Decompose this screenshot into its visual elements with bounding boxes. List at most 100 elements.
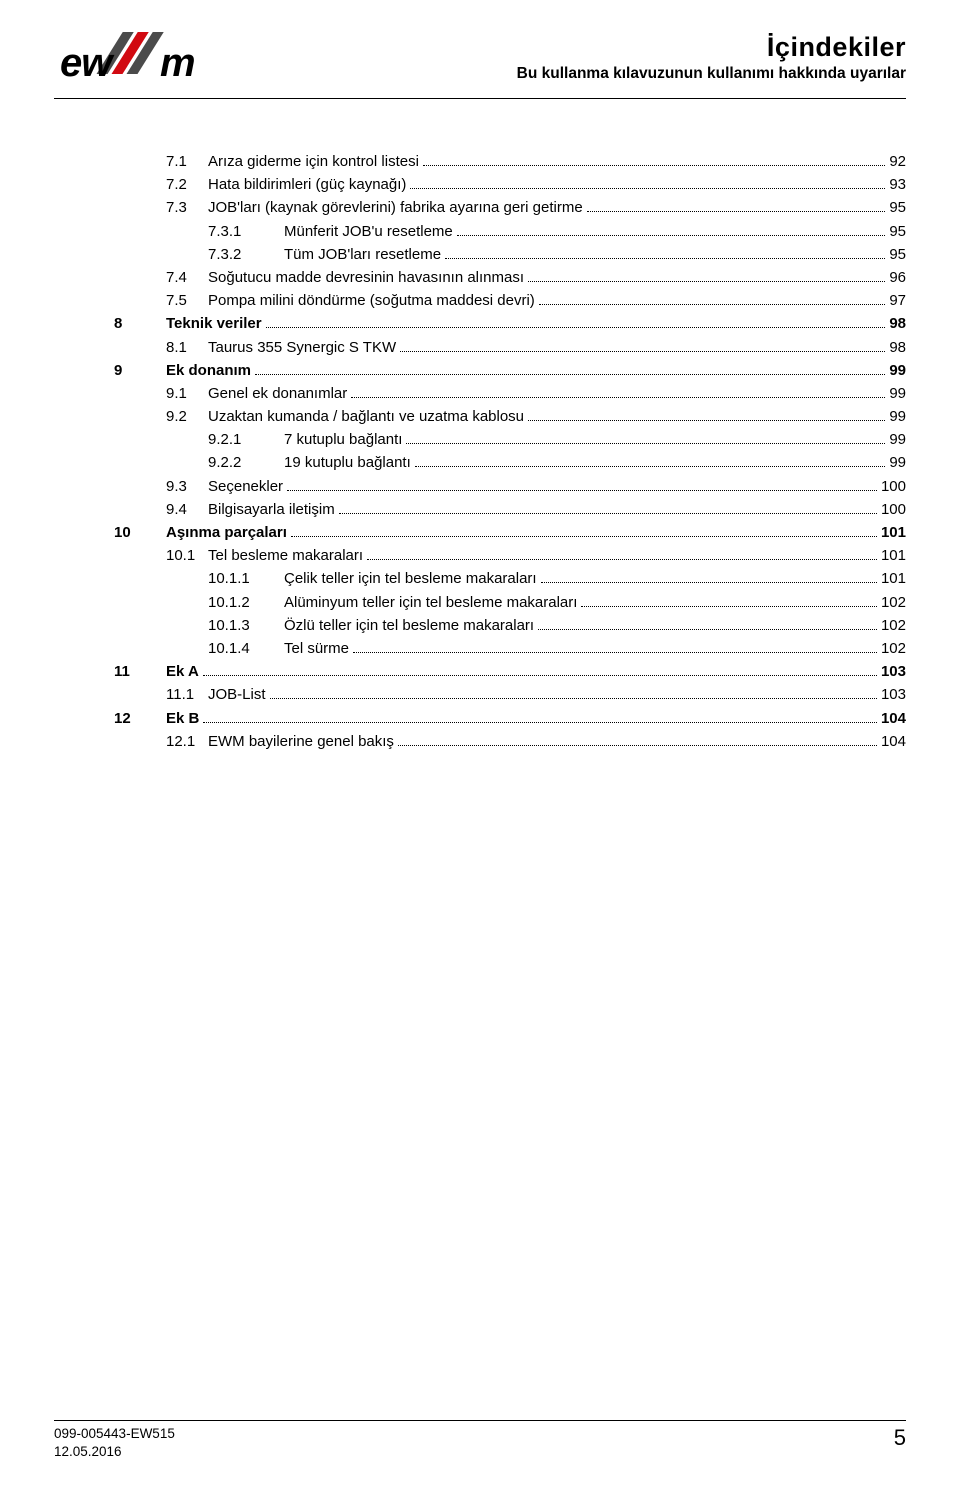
page-header: ew m İçindekiler Bu kullanma kılavuzunun…: [54, 32, 906, 106]
toc-leader-dots: [457, 225, 886, 236]
toc-leader-dots: [339, 503, 877, 514]
toc-leader-dots: [415, 457, 886, 468]
toc-page: 95: [889, 245, 906, 264]
toc-leader-dots: [587, 202, 886, 213]
toc-leader-dots: [287, 480, 877, 491]
toc-number: 7.1: [114, 152, 208, 171]
footer-left: 099-005443-EW515 12.05.2016: [54, 1425, 175, 1461]
toc-label: Özlü teller için tel besleme makaraları: [284, 616, 534, 635]
toc-row: 9.4Bilgisayarla iletişim 100: [114, 500, 906, 519]
footer-page-number: 5: [894, 1425, 906, 1451]
toc-label: Ek A: [166, 662, 199, 681]
toc-leader-dots: [541, 573, 877, 584]
toc-label: Seçenekler: [208, 477, 283, 496]
toc-number: 8.1: [114, 338, 208, 357]
toc-page: 96: [889, 268, 906, 287]
toc-page: 95: [889, 222, 906, 241]
toc-label: Bilgisayarla iletişim: [208, 500, 335, 519]
toc-page: 102: [881, 639, 906, 658]
toc-number: 7.3: [114, 198, 208, 217]
toc-leader-dots: [528, 271, 885, 282]
toc-row: 7.1Arıza giderme için kontrol listesi 92: [114, 152, 906, 171]
toc-number: 10.1.1: [114, 569, 284, 588]
toc-page: 92: [889, 152, 906, 171]
toc-number: 7.3.1: [114, 222, 284, 241]
toc-number: 10.1.3: [114, 616, 284, 635]
toc-page: 100: [881, 500, 906, 519]
toc-leader-dots: [351, 387, 885, 398]
toc-leader-dots: [539, 295, 886, 306]
toc-page: 93: [889, 175, 906, 194]
toc-row: 9.3Seçenekler 100: [114, 477, 906, 496]
toc-row: 7.3.2Tüm JOB'ları resetleme 95: [114, 245, 906, 264]
toc-row: 7.3.1Münferit JOB'u resetleme 95: [114, 222, 906, 241]
table-of-contents: 7.1Arıza giderme için kontrol listesi 92…: [114, 152, 906, 751]
toc-label: Soğutucu madde devresinin havasının alın…: [208, 268, 524, 287]
toc-label: Arıza giderme için kontrol listesi: [208, 152, 419, 171]
toc-row: 7.3JOB'ları (kaynak görevlerini) fabrika…: [114, 198, 906, 217]
toc-page: 104: [881, 709, 906, 728]
toc-number: 7.2: [114, 175, 208, 194]
toc-leader-dots: [406, 434, 885, 445]
toc-number: 11: [114, 662, 166, 681]
toc-leader-dots: [353, 642, 877, 653]
toc-page: 99: [889, 453, 906, 472]
toc-label: Uzaktan kumanda / bağlantı ve uzatma kab…: [208, 407, 524, 426]
toc-number: 10.1.2: [114, 593, 284, 612]
toc-row: 9.2.17 kutuplu bağlantı 99: [114, 430, 906, 449]
toc-label: Alüminyum teller için tel besleme makara…: [284, 593, 577, 612]
toc-label: Ek donanım: [166, 361, 251, 380]
toc-label: Aşınma parçaları: [166, 523, 287, 542]
toc-row: 8.1Taurus 355 Synergic S TKW 98: [114, 338, 906, 357]
toc-leader-dots: [538, 619, 877, 630]
toc-number: 10.1: [114, 546, 208, 565]
toc-row: 10.1.1Çelik teller için tel besleme maka…: [114, 569, 906, 588]
toc-number: 11.1: [114, 685, 208, 704]
toc-leader-dots: [203, 666, 877, 677]
toc-leader-dots: [423, 156, 885, 167]
toc-number: 7.3.2: [114, 245, 284, 264]
toc-label: JOB-List: [208, 685, 266, 704]
toc-row: 9Ek donanım 99: [114, 361, 906, 380]
toc-page: 99: [889, 361, 906, 380]
toc-number: 10: [114, 523, 166, 542]
toc-row: 7.4Soğutucu madde devresinin havasının a…: [114, 268, 906, 287]
header-rule: [54, 98, 906, 99]
toc-number: 7.5: [114, 291, 208, 310]
toc-number: 9.2.2: [114, 453, 284, 472]
toc-label: Hata bildirimleri (güç kaynağı): [208, 175, 406, 194]
toc-row: 11.1JOB-List 103: [114, 685, 906, 704]
toc-label: Pompa milini döndürme (soğutma maddesi d…: [208, 291, 535, 310]
toc-leader-dots: [266, 318, 886, 329]
toc-number: 9.1: [114, 384, 208, 403]
toc-row: 10.1.2Alüminyum teller için tel besleme …: [114, 593, 906, 612]
toc-leader-dots: [291, 527, 877, 538]
toc-leader-dots: [581, 596, 877, 607]
toc-page: 104: [881, 732, 906, 751]
toc-label: Tel sürme: [284, 639, 349, 658]
toc-number: 12: [114, 709, 166, 728]
page-footer: 099-005443-EW515 12.05.2016 5: [54, 1420, 906, 1461]
toc-row: 9.2Uzaktan kumanda / bağlantı ve uzatma …: [114, 407, 906, 426]
toc-label: Tel besleme makaraları: [208, 546, 363, 565]
toc-row: 10.1Tel besleme makaraları 101: [114, 546, 906, 565]
footer-date: 12.05.2016: [54, 1443, 175, 1461]
toc-page: 99: [889, 384, 906, 403]
page: ew m İçindekiler Bu kullanma kılavuzunun…: [0, 0, 960, 1499]
toc-page: 101: [881, 546, 906, 565]
toc-leader-dots: [410, 179, 885, 190]
header-title: İçindekiler: [517, 32, 906, 63]
toc-row: 10.1.3Özlü teller için tel besleme makar…: [114, 616, 906, 635]
toc-leader-dots: [528, 411, 885, 422]
toc-row: 9.2.219 kutuplu bağlantı 99: [114, 453, 906, 472]
toc-page: 98: [889, 314, 906, 333]
toc-page: 97: [889, 291, 906, 310]
svg-text:ew: ew: [60, 41, 115, 85]
toc-label: Ek B: [166, 709, 199, 728]
ewm-logo: ew m: [60, 32, 206, 88]
toc-leader-dots: [270, 689, 877, 700]
toc-number: 9.4: [114, 500, 208, 519]
toc-page: 98: [889, 338, 906, 357]
toc-page: 103: [881, 685, 906, 704]
footer-rule: [54, 1420, 906, 1421]
